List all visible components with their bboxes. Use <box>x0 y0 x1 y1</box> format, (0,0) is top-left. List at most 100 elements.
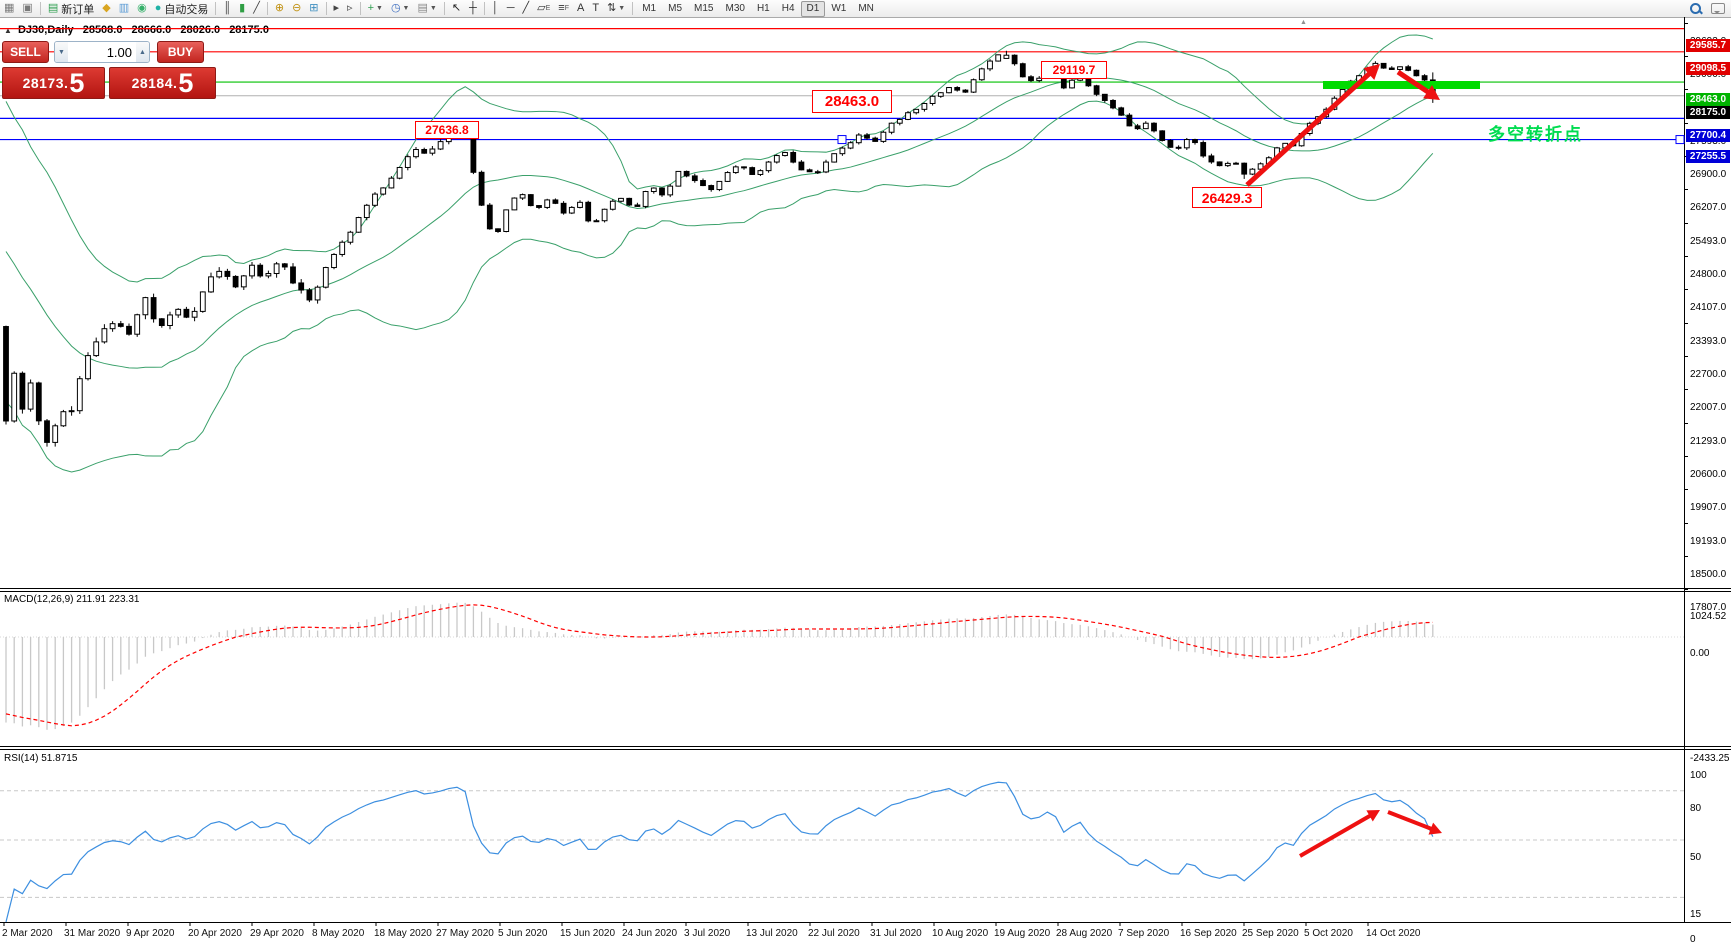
horizontal-line-tool-glyph: ─ <box>506 2 515 14</box>
cursor-tool[interactable]: ↖ <box>448 1 465 16</box>
y-axis-tick: 22007.0 <box>1690 401 1727 413</box>
indicators-menu[interactable]: + ▼ <box>367 2 383 14</box>
new-order-button[interactable]: ▤ 新订单 <box>44 1 98 16</box>
x-axis-date-label: 31 Mar 2020 <box>64 928 121 939</box>
terminal-icon[interactable]: ▥ <box>115 1 133 16</box>
rsi-axis-label: 50 <box>1690 852 1702 863</box>
timeframe-d1[interactable]: D1 <box>800 0 826 17</box>
candlestick-mode-icon[interactable]: ▮ <box>235 1 249 16</box>
line-chart-mode-icon-glyph: ╱ <box>253 2 260 14</box>
toolbar-separator <box>632 2 634 15</box>
timeframe-m30[interactable]: M30 <box>725 2 745 14</box>
macd-axis-label: 1024.52 <box>1690 611 1727 622</box>
chart-shift-icon-glyph: ▹ <box>347 2 353 14</box>
auto-scroll-icon[interactable]: ▸ <box>330 1 344 16</box>
fibonacci-tool-glyph: ≡ <box>558 2 565 14</box>
chart-ohlc-header: ▲ DJ30,Daily 28508.0 28666.0 28026.0 281… <box>4 24 269 36</box>
bar-chart-mode-icon[interactable]: ║ <box>219 1 235 16</box>
channel-tool[interactable]: ▱ E <box>537 2 551 14</box>
volume-increment-button[interactable]: ▲ <box>136 42 149 62</box>
chart-window-icon[interactable]: ▦ <box>0 1 18 16</box>
templates-menu-glyph: ▤ <box>417 2 428 14</box>
swing-price-label: 27636.8 <box>415 121 479 139</box>
chart-shift-icon[interactable]: ▹ <box>343 1 357 16</box>
chat-icon[interactable] <box>1711 3 1725 14</box>
search-icon[interactable] <box>1690 3 1703 15</box>
tile-windows-icon[interactable]: ⊞ <box>305 1 322 16</box>
timeframe-mn[interactable]: MN <box>858 2 874 14</box>
strategy-tester-icon[interactable]: ◉ <box>133 1 151 16</box>
symbol-period: DJ30,Daily <box>17 24 74 36</box>
timeframe-h1[interactable]: H1 <box>756 2 770 14</box>
toolbar-separator <box>325 2 327 15</box>
volume-decrement-button[interactable]: ▼ <box>55 42 68 62</box>
swing-price-label: 29119.7 <box>1041 61 1107 79</box>
sell-price-big-digit: 5 <box>69 67 85 98</box>
x-axis-date-label: 25 Sep 2020 <box>1242 928 1299 939</box>
horizontal-line-tool[interactable]: ─ <box>503 1 519 16</box>
crosshair-tool[interactable]: ┼ <box>465 1 481 16</box>
print-preview-icon[interactable]: ▣ <box>18 1 36 16</box>
price-badge: 29585.7 <box>1686 39 1730 53</box>
y-axis-tick: 26900.0 <box>1690 168 1727 180</box>
toolbar-separator <box>39 2 41 15</box>
x-axis-date-label: 8 May 2020 <box>312 928 365 939</box>
volume-input[interactable] <box>68 42 136 62</box>
periods-menu[interactable]: ◷ ▼ <box>390 2 410 14</box>
autotrading-button[interactable]: ● 自动交易 <box>151 1 213 16</box>
swing-price-label: 28463.0 <box>812 90 892 113</box>
zoom-in-icon[interactable]: ⊕ <box>271 1 288 16</box>
trendline-tool[interactable]: ╱ <box>519 1 534 16</box>
timeframe-m5[interactable]: M5 <box>668 2 683 14</box>
bar-chart-mode-icon-glyph: ║ <box>223 2 232 14</box>
arrows-tool[interactable]: ⇅ ▼ <box>607 2 626 14</box>
ohlc-open: 28508.0 <box>82 24 123 36</box>
vertical-line-tool[interactable]: │ <box>488 1 503 16</box>
chart-area[interactable]: ▲ DJ30,Daily 28508.0 28666.0 28026.0 281… <box>0 17 1731 945</box>
cursor-tool-glyph: ↖ <box>451 2 462 14</box>
timeframe-h4[interactable]: H4 <box>781 2 795 14</box>
one-click-collapse-icon[interactable]: ▲ <box>4 26 12 35</box>
toolbar-right <box>1690 3 1731 15</box>
rsi-axis-label: 15 <box>1690 909 1702 921</box>
zoom-out-icon[interactable]: ⊖ <box>288 1 305 16</box>
timeframe-w1[interactable]: W1 <box>831 2 847 14</box>
timeframe-m1[interactable]: M1 <box>642 2 657 14</box>
y-axis-tick: 17807.0 <box>1690 601 1727 613</box>
print-preview-icon-glyph: ▣ <box>22 2 33 14</box>
periods-menu-glyph: ◷ <box>390 2 401 14</box>
x-axis-date-label: 2 Mar 2020 <box>2 928 53 939</box>
y-axis-tick: 22700.0 <box>1690 368 1727 380</box>
toolbar-items: ▦ ▣ ▤ 新订单 ◆ ▥ ◉ ● 自动交易 ║ ▮ ╱ ⊕ ⊖ ⊞ ▸ ▹ + ▼ ◷ ▼ ▤ ▼ ↖ ┼ │ ─ ╱ ▱ E ≡ F A T ⇅… <box>0 0 880 17</box>
channel-tool-glyph: ▱ <box>537 2 546 14</box>
buy-button[interactable]: BUY <box>157 41 204 63</box>
text-label-tool[interactable]: T <box>588 1 603 16</box>
x-axis-date-label: 22 Jul 2020 <box>808 928 860 939</box>
templates-menu[interactable]: ▤ ▼ <box>417 2 437 14</box>
x-axis-date-label: 7 Sep 2020 <box>1118 928 1170 939</box>
arrows-tool-glyph: ⇅ <box>607 2 617 14</box>
metaeditor-icon[interactable]: ◆ <box>98 1 114 16</box>
rsi-axis-label: 0 <box>1690 934 1696 945</box>
line-chart-mode-icon[interactable]: ╱ <box>249 1 264 16</box>
autotrading-button-label: 自动交易 <box>164 3 209 16</box>
sell-button[interactable]: SELL <box>2 41 49 63</box>
rsi-indicator-label: RSI(14) 51.8715 <box>4 753 78 764</box>
fibonacci-tool[interactable]: ≡ F <box>558 2 569 14</box>
rsi-axis-label: 80 <box>1690 802 1702 814</box>
x-axis-date-label: 5 Jun 2020 <box>498 928 548 939</box>
macd-axis-label: -2433.25 <box>1690 753 1730 764</box>
price-badge: 29098.5 <box>1686 62 1730 76</box>
price-badge: 28175.0 <box>1686 106 1730 120</box>
sell-price-tile[interactable]: 28173. 5 <box>2 67 105 99</box>
bull-bear-turning-point-annotation: 多空转折点 <box>1488 125 1583 144</box>
buy-price-tile[interactable]: 28184. 5 <box>109 67 216 99</box>
price-chart-canvas[interactable] <box>0 17 1731 945</box>
metaeditor-icon-glyph: ◆ <box>102 2 111 14</box>
y-axis-tick: 19907.0 <box>1690 501 1727 513</box>
text-tool[interactable]: A <box>573 1 588 16</box>
timeframe-m15[interactable]: M15 <box>694 2 714 14</box>
text-label-tool-glyph: T <box>592 2 600 14</box>
zoom-out-icon-glyph: ⊖ <box>292 2 302 14</box>
